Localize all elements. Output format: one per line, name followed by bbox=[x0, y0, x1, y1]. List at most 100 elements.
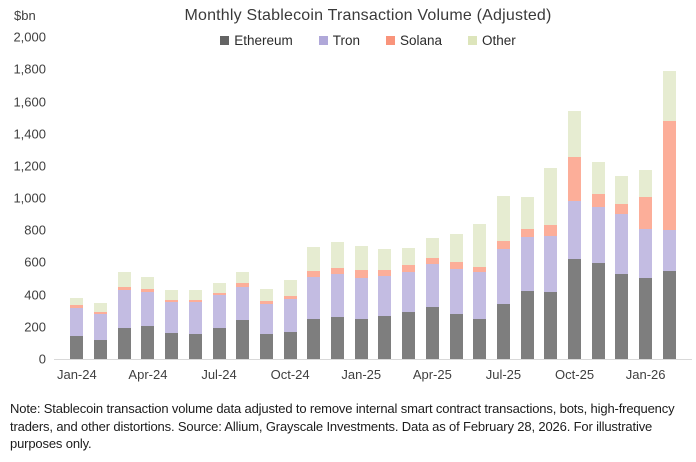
stacked-bar-jun-25 bbox=[473, 224, 487, 359]
bar-segment-other bbox=[473, 224, 487, 267]
y-axis-tick-label: 1,800 bbox=[13, 61, 46, 77]
bar-segment-tron bbox=[283, 298, 297, 333]
x-axis-tick-label: Apr-24 bbox=[128, 367, 168, 382]
x-axis-tick-label: Apr-25 bbox=[412, 367, 452, 382]
bar-segment-tron bbox=[117, 289, 131, 328]
y-axis-tick-label: 600 bbox=[24, 254, 46, 270]
bar-segment-other bbox=[520, 196, 534, 229]
bar-segment-ethereum bbox=[615, 273, 629, 359]
x-axis-tick-label: Jan-25 bbox=[341, 367, 382, 382]
stacked-bar-jul-24 bbox=[212, 282, 226, 359]
stacked-bar-may-24 bbox=[165, 289, 179, 359]
bar-segment-other bbox=[662, 71, 676, 121]
x-axis-tick-label: Oct-25 bbox=[555, 367, 595, 382]
legend-label: Solana bbox=[399, 33, 443, 48]
bar-segment-solana bbox=[473, 266, 487, 273]
bar-segment-ethereum bbox=[568, 259, 582, 359]
y-axis-tick-label: 800 bbox=[24, 222, 46, 238]
bar-segment-other bbox=[236, 272, 250, 284]
y-axis-tick-label: 400 bbox=[24, 287, 46, 303]
y-axis-tick-label: 2,000 bbox=[13, 29, 46, 45]
bar-segment-solana bbox=[662, 120, 676, 230]
bar-segment-ethereum bbox=[117, 327, 131, 359]
chart-title: Monthly Stablecoin Transaction Volume (A… bbox=[184, 7, 552, 24]
legend-swatch-icon bbox=[318, 36, 328, 45]
bar-segment-other bbox=[496, 196, 510, 241]
bar-segment-ethereum bbox=[591, 263, 605, 359]
bar-segment-tron bbox=[591, 207, 605, 264]
x-axis-tick-label: Jan-24 bbox=[56, 367, 97, 382]
bar-segment-solana bbox=[544, 225, 558, 237]
stacked-bar-nov-24 bbox=[307, 247, 321, 359]
bar-segment-ethereum bbox=[473, 318, 487, 359]
x-axis-tick-label: Oct-24 bbox=[270, 367, 310, 382]
bar-segment-ethereum bbox=[188, 334, 202, 359]
stacked-bar-aug-25 bbox=[520, 196, 534, 359]
bar-segment-solana bbox=[378, 269, 392, 277]
x-axis-tick-label: Jul-25 bbox=[485, 367, 522, 382]
bar-segment-tron bbox=[259, 303, 273, 335]
y-axis-tick-label: 1,000 bbox=[13, 190, 46, 206]
stacked-bar-oct-24 bbox=[283, 280, 297, 359]
bar-segment-tron bbox=[473, 272, 487, 319]
bar-segment-other bbox=[425, 238, 439, 258]
stacked-bar-dec-24 bbox=[331, 242, 345, 359]
stacked-bar-sep-24 bbox=[259, 289, 273, 359]
bar-segment-other bbox=[259, 289, 273, 301]
bar-segment-solana bbox=[331, 267, 345, 275]
bar-segment-ethereum bbox=[496, 304, 510, 359]
bar-segment-other bbox=[70, 297, 84, 306]
bar-segment-ethereum bbox=[141, 326, 155, 359]
legend-item-solana: Solana bbox=[385, 33, 443, 48]
legend-item-other: Other bbox=[468, 33, 516, 48]
bar-segment-solana bbox=[520, 228, 534, 237]
bar-segment-ethereum bbox=[520, 290, 534, 359]
bar-segment-tron bbox=[331, 274, 345, 318]
y-axis-tick-label: 0 bbox=[38, 351, 46, 367]
stacked-bar-feb-24 bbox=[94, 302, 108, 359]
stacked-bar-may-25 bbox=[449, 234, 463, 359]
bar-segment-ethereum bbox=[425, 306, 439, 359]
bar-segment-tron bbox=[94, 313, 108, 340]
bar-segment-other bbox=[402, 247, 416, 266]
stacked-bar-apr-24 bbox=[141, 277, 155, 359]
bar-segment-other bbox=[331, 242, 345, 268]
bar-segment-solana bbox=[425, 258, 439, 265]
bar-segment-other bbox=[165, 289, 179, 300]
bar-segment-ethereum bbox=[307, 318, 321, 359]
x-axis-line bbox=[54, 359, 692, 360]
stacked-bar-jun-24 bbox=[188, 289, 202, 359]
bar-segment-other bbox=[639, 170, 653, 197]
bar-segment-ethereum bbox=[259, 334, 273, 359]
bar-segment-solana bbox=[591, 194, 605, 207]
bar-segment-tron bbox=[70, 307, 84, 337]
bar-segment-other bbox=[283, 280, 297, 297]
bar-segment-other bbox=[591, 162, 605, 195]
bar-segment-ethereum bbox=[236, 320, 250, 359]
bar-segment-other bbox=[117, 272, 131, 287]
bar-segment-solana bbox=[568, 157, 582, 202]
stacked-bar-jul-25 bbox=[496, 196, 510, 359]
bar-segment-tron bbox=[449, 269, 463, 315]
bar-segment-ethereum bbox=[70, 336, 84, 359]
stacked-bar-jan-26 bbox=[639, 170, 653, 359]
stacked-bar-sep-25 bbox=[544, 167, 558, 359]
bar-segment-other bbox=[212, 282, 226, 294]
stacked-bar-dec-25 bbox=[615, 175, 629, 359]
bar-segment-other bbox=[544, 167, 558, 226]
bar-segment-solana bbox=[236, 283, 250, 287]
bar-segment-solana bbox=[212, 293, 226, 296]
legend-swatch-icon bbox=[385, 36, 395, 45]
stacked-bar-aug-24 bbox=[236, 272, 250, 359]
bar-segment-ethereum bbox=[354, 318, 368, 359]
bar-segment-tron bbox=[354, 277, 368, 319]
bar-segment-tron bbox=[378, 276, 392, 316]
bar-segment-other bbox=[188, 289, 202, 301]
bar-segment-solana bbox=[165, 299, 179, 302]
stacked-bar-mar-24 bbox=[117, 272, 131, 359]
bar-segment-other bbox=[141, 277, 155, 290]
bar-segment-ethereum bbox=[378, 315, 392, 359]
bar-segment-solana bbox=[117, 286, 131, 290]
y-axis-tick-label: 1,200 bbox=[13, 158, 46, 174]
